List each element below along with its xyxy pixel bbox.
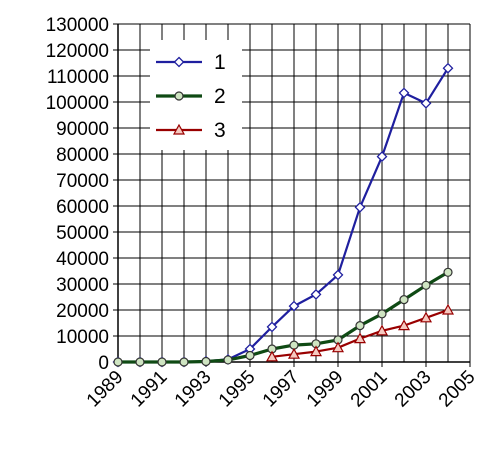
data-point-diamond [332,269,344,281]
x-tick-label: 2001 [347,367,392,412]
x-tick-label: 2003 [391,367,436,412]
data-point-triangle [287,347,301,359]
data-point-triangle [172,123,186,135]
y-tick-label: 0 [98,353,109,374]
data-point-triangle [375,324,389,336]
y-tick-label: 30000 [56,275,109,296]
legend-label-2: 2 [214,85,226,108]
data-point-diamond [310,288,322,300]
data-point-circle [245,350,255,361]
y-tick-label: 80000 [56,145,109,166]
y-tick-label: 20000 [56,301,109,322]
y-tick-label: 110000 [47,67,109,88]
data-point-circle [399,295,409,305]
data-point-circle [201,356,211,367]
y-tick-label: 10000 [56,327,109,348]
data-point-circle [179,357,189,367]
data-point-circle [223,355,233,365]
y-tick-label: 130000 [46,15,109,36]
data-point-triangle [441,303,455,315]
data-point-circle [443,267,453,277]
y-tick-label: 60000 [56,197,109,218]
data-point-triangle [331,341,345,353]
data-point-triangle [353,332,367,344]
data-point-diamond [288,300,300,312]
data-point-diamond [420,97,432,109]
legend-label-1: 1 [214,51,226,74]
data-point-diamond [376,151,388,163]
data-point-circle [377,309,387,319]
x-tick-label: 1991 [127,367,172,412]
data-point-diamond [354,201,366,213]
data-point-triangle [419,311,433,323]
data-point-circle [113,357,123,367]
x-tick-label: 1993 [171,367,216,412]
data-point-circle [421,280,431,290]
data-point-diamond [442,62,454,74]
y-tick-label: 40000 [56,249,109,270]
y-tick-label: 90000 [56,119,109,140]
y-tick-label: 50000 [56,223,109,244]
data-point-triangle [265,350,279,362]
series-lines [112,62,455,368]
y-tick-label: 120000 [46,41,109,62]
data-point-triangle [309,345,323,357]
data-point-diamond [173,56,185,68]
x-tick-label: 1995 [215,367,260,412]
data-point-diamond [266,321,278,333]
legend: 1 2 3 [150,40,242,150]
legend-items: 1 2 3 [156,51,226,142]
x-tick-label: 1989 [83,367,128,412]
data-point-circle [157,357,167,367]
data-point-triangle [397,319,411,331]
y-tick-label: 70000 [56,171,109,192]
x-tick-label: 1997 [259,367,304,412]
data-point-circle [355,321,365,331]
x-tick-label: 2005 [435,367,480,412]
data-point-circle [289,340,299,350]
series-line-2 [118,270,449,364]
data-point-circle [174,91,184,101]
x-tick-label: 1999 [303,367,348,412]
data-point-diamond [398,87,410,99]
legend-label-3: 3 [214,119,226,142]
y-tick-label: 100000 [46,93,109,114]
data-point-circle [135,357,145,367]
